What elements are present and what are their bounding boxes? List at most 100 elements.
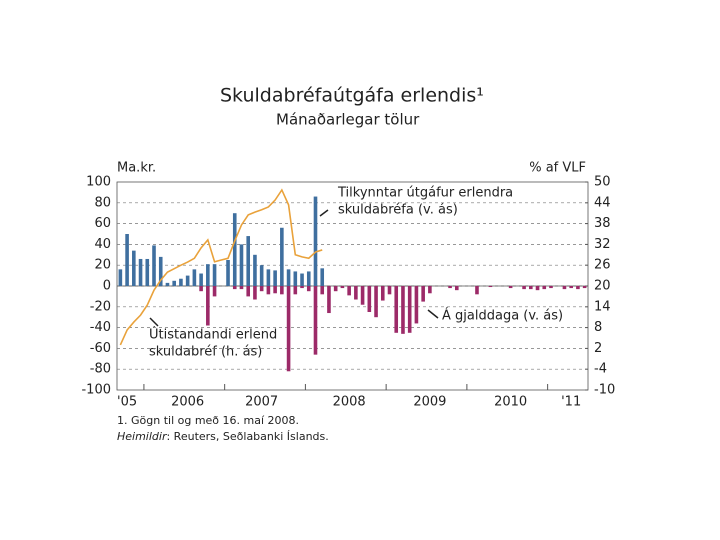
line [119, 188, 323, 346]
y2-tick-label: 26 [594, 258, 611, 273]
chart-title: Skuldabréfaútgáfa erlendis¹ [220, 85, 484, 107]
arrow [319, 209, 329, 217]
bar [286, 269, 291, 286]
bar [535, 286, 540, 291]
bar [199, 273, 203, 286]
bar [266, 286, 271, 295]
y-axis-label: Ma.kr. [117, 161, 156, 176]
bar [320, 286, 325, 295]
bar [320, 268, 325, 286]
y-tick-label: 20 [94, 258, 111, 273]
arrow [149, 317, 159, 327]
bar [185, 275, 190, 286]
y-tick-label: 100 [86, 175, 111, 190]
bar [232, 213, 237, 286]
bar [246, 286, 251, 297]
bar [360, 286, 365, 305]
bar [475, 286, 479, 295]
bar [293, 271, 298, 286]
bar [448, 286, 452, 289]
bar [280, 286, 284, 295]
x-tick-label: 2009 [413, 395, 446, 410]
bar [529, 286, 533, 290]
bar [273, 270, 277, 286]
bar [306, 286, 311, 292]
y2-tick-label: 50 [594, 175, 611, 190]
bar [542, 286, 547, 290]
bar [367, 286, 372, 312]
annotation: skuldabréf (h. ás) [149, 345, 262, 360]
x-tick-label: 2008 [333, 395, 366, 410]
annotation-arrows [149, 209, 439, 327]
source-text: : Reuters, Seðlabanki Íslands. [166, 430, 328, 443]
bar [239, 244, 244, 286]
bar [394, 286, 399, 333]
y-tick-label: -40 [90, 320, 111, 335]
bar [549, 286, 553, 289]
x-tick-label: '05 [117, 395, 137, 410]
annotation: skuldabréfa (v. ás) [338, 203, 458, 218]
x-tick-label: 2006 [171, 395, 204, 410]
bar [421, 286, 425, 302]
bar [212, 286, 217, 297]
chart-subtitle: Mánaðarlegar tölur [276, 111, 420, 129]
y-tick-label: -60 [90, 341, 111, 356]
bar [401, 286, 405, 334]
bar [273, 286, 277, 294]
bar [253, 286, 257, 300]
bar [428, 286, 432, 294]
y2-tick-label: 14 [594, 299, 611, 314]
bar [132, 250, 136, 286]
y2-tick-label: 2 [594, 341, 602, 356]
bar [582, 286, 587, 289]
y-tick-label: 40 [94, 237, 111, 252]
bar [340, 286, 345, 289]
annotation: Á gjalddaga (v. ás) [442, 308, 563, 324]
bar [347, 286, 351, 296]
bar [179, 278, 183, 286]
footnote: 1. Gögn til og með 16. maí 2008. [117, 414, 299, 427]
x-tick-label: 2010 [494, 395, 527, 410]
bar [522, 286, 526, 290]
annotation: Tilkynntar útgáfur erlendra [337, 186, 513, 201]
y2-tick-label: 32 [594, 237, 611, 252]
annotations: Tilkynntar útgáfur erlendra skuldabréfa (… [149, 186, 563, 360]
bar [414, 286, 419, 324]
bar [327, 286, 331, 314]
y2-tick-label: -10 [594, 383, 615, 398]
bar [232, 286, 237, 290]
bar [239, 286, 244, 290]
y2-axis-label: % af VLF [529, 161, 586, 176]
y-tick-label: -20 [90, 299, 111, 314]
bar [152, 245, 156, 286]
bar [280, 227, 284, 286]
bar [226, 260, 230, 286]
bar [253, 254, 257, 286]
source-label: Heimildir [117, 430, 168, 443]
bar [380, 286, 385, 301]
y2-tick-label: 8 [594, 320, 602, 335]
y2-tick-label: 38 [594, 216, 611, 231]
bar [145, 258, 150, 286]
bar [138, 258, 143, 286]
bar [246, 236, 251, 286]
bar [206, 264, 210, 286]
bar [354, 286, 358, 300]
source: Heimildir: Reuters, Seðlabanki Íslands. [117, 430, 329, 443]
bar [266, 269, 271, 286]
x-tick-label: 2007 [245, 395, 278, 410]
bar [488, 286, 493, 288]
y-tick-label: 80 [94, 195, 111, 210]
bar [576, 286, 580, 290]
arrow [427, 309, 439, 319]
bar [374, 286, 378, 318]
y-tick-label: -100 [81, 383, 111, 398]
bar [407, 286, 412, 333]
bar [569, 286, 573, 289]
bar [313, 196, 318, 286]
bar [165, 282, 170, 286]
bar [306, 271, 311, 286]
bar [454, 286, 459, 291]
bar [212, 264, 217, 286]
